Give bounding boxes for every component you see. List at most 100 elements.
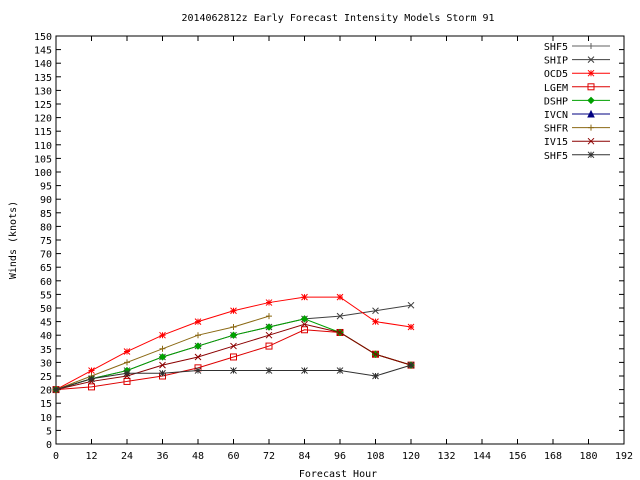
x-tick-label: 60 [227, 451, 239, 462]
y-tick-label: 50 [40, 304, 52, 315]
data-point [372, 372, 379, 380]
x-tick-label: 156 [508, 451, 526, 462]
data-point [194, 342, 202, 350]
y-tick-label: 25 [40, 372, 52, 383]
legend-label: SHF5 [544, 42, 568, 53]
y-tick-label: 15 [40, 399, 52, 410]
legend-label: OCD5 [544, 69, 568, 80]
data-point [587, 96, 595, 105]
y-tick-label: 30 [40, 358, 52, 369]
y-tick-label: 5 [46, 426, 52, 437]
y-tick-label: 65 [40, 263, 52, 274]
x-tick-label: 48 [192, 451, 204, 462]
series-line [55, 304, 412, 391]
chart-title: 2014062812z Early Forecast Intensity Mod… [181, 13, 494, 24]
data-point [372, 350, 379, 358]
y-tick-label: 150 [34, 32, 52, 43]
data-point [230, 307, 237, 315]
x-tick-label: 180 [579, 451, 597, 462]
legend-label: SHF5 [544, 151, 568, 162]
y-tick-label: 80 [40, 222, 52, 233]
data-point [587, 56, 595, 63]
data-point [265, 323, 273, 331]
data-point [407, 323, 415, 331]
data-point [194, 318, 202, 325]
legend-label: DSHP [544, 96, 568, 107]
y-tick-label: 70 [40, 250, 52, 261]
data-point [195, 332, 201, 339]
y-tick-label: 100 [34, 168, 52, 179]
data-point [587, 83, 595, 91]
x-tick-label: 192 [615, 451, 633, 462]
y-tick-label: 105 [34, 154, 52, 165]
series-layer [52, 293, 415, 394]
legend-item: IVCN [544, 109, 610, 121]
legend-label: SHIP [544, 56, 568, 67]
data-point [587, 137, 595, 145]
data-point [123, 369, 131, 377]
legend-label: IV15 [544, 137, 568, 148]
x-tick-label: 0 [53, 451, 59, 462]
x-tick-label: 120 [402, 451, 420, 462]
legend-item: SHIP [544, 56, 610, 67]
y-tick-label: 60 [40, 277, 52, 288]
y-tick-label: 135 [34, 73, 52, 84]
data-point [123, 348, 131, 355]
legend-label: LGEM [544, 83, 568, 94]
data-point [300, 315, 309, 323]
legend-item: LGEM [544, 83, 610, 94]
y-tick-label: 0 [46, 440, 52, 451]
x-tick-label: 72 [263, 451, 275, 462]
data-point [159, 331, 166, 339]
y-tick-label: 75 [40, 236, 52, 247]
y-axis: 0 5 10 15 20 25 30 35 40 45 50 55 60 65 70 75 80 85 90 95 10… [34, 32, 624, 451]
x-tick-label: 108 [366, 451, 384, 462]
y-tick-label: 90 [40, 195, 52, 206]
y-tick-label: 45 [40, 318, 52, 329]
data-point [301, 320, 308, 328]
data-point [336, 312, 344, 320]
data-point [301, 293, 308, 301]
data-point [230, 324, 237, 331]
data-point [372, 318, 379, 325]
legend-label: IVCN [544, 110, 568, 121]
y-tick-label: 55 [40, 290, 52, 301]
y-tick-label: 125 [34, 100, 52, 111]
data-point [266, 313, 272, 320]
y-axis-label: Winds (knots) [8, 201, 19, 279]
data-point [194, 367, 202, 374]
data-point [159, 369, 166, 377]
data-point [88, 367, 95, 374]
data-point [587, 69, 595, 77]
y-tick-label: 10 [40, 413, 52, 424]
x-tick-label: 168 [544, 451, 562, 462]
legend-item: DSHP [544, 96, 610, 107]
x-tick-label: 84 [298, 451, 310, 462]
x-tick-label: 12 [85, 451, 97, 462]
y-tick-label: 85 [40, 209, 52, 220]
data-point [158, 353, 167, 361]
y-tick-label: 20 [40, 386, 52, 397]
data-point [587, 151, 595, 159]
y-tick-label: 35 [40, 345, 52, 356]
data-point [265, 331, 273, 339]
data-point [52, 386, 60, 393]
data-point [159, 361, 166, 369]
data-point [230, 353, 237, 361]
y-tick-label: 130 [34, 86, 52, 97]
x-tick-label: 144 [473, 451, 491, 462]
data-point [124, 359, 130, 366]
data-point [407, 361, 415, 369]
x-tick-label: 96 [334, 451, 346, 462]
data-point [88, 375, 95, 383]
legend-item: OCD5 [544, 69, 610, 80]
data-point [301, 326, 308, 334]
data-point [265, 342, 273, 350]
data-point [588, 124, 594, 131]
y-tick-label: 145 [34, 46, 52, 57]
data-point [336, 329, 344, 336]
data-point [123, 377, 131, 385]
data-point [229, 331, 238, 339]
